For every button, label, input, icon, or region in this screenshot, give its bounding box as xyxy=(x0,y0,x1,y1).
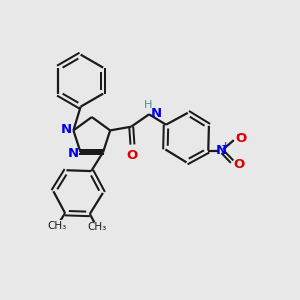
Text: +: + xyxy=(220,141,230,151)
Text: CH₃: CH₃ xyxy=(87,222,106,232)
Text: −: − xyxy=(236,129,246,142)
Text: N: N xyxy=(68,147,79,160)
Text: O: O xyxy=(127,149,138,162)
Text: N: N xyxy=(151,106,162,120)
Text: N: N xyxy=(61,123,72,136)
Text: O: O xyxy=(233,158,244,171)
Text: CH₃: CH₃ xyxy=(48,221,67,231)
Text: N: N xyxy=(215,144,226,157)
Text: O: O xyxy=(235,132,246,146)
Text: H: H xyxy=(144,100,152,110)
